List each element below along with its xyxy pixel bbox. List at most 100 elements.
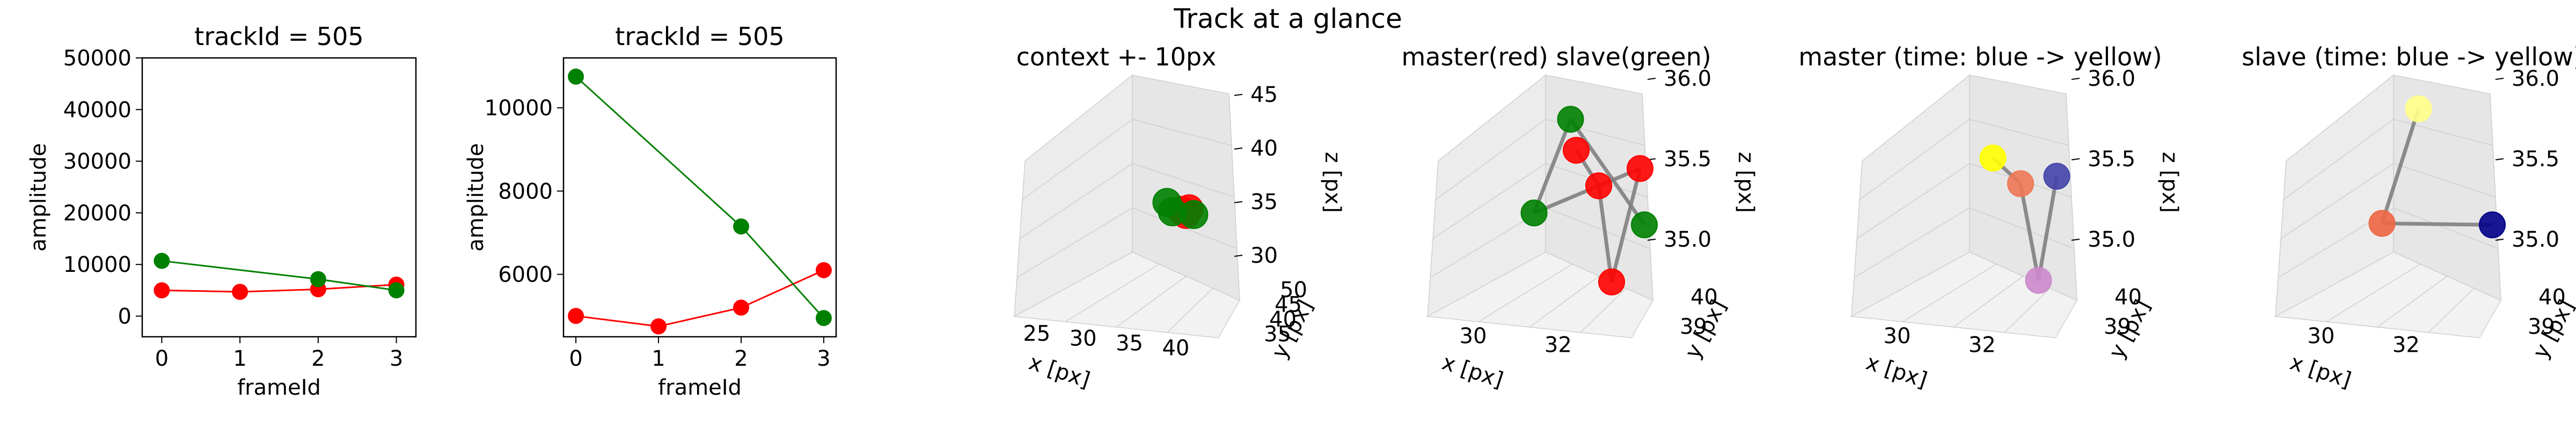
x-tick-label: 30 [1070, 327, 1097, 351]
data-point-red [815, 262, 832, 278]
link-line [1532, 119, 1572, 214]
data-point [2368, 210, 2396, 237]
data-point [1598, 268, 1625, 295]
x-tick-label: 40 [1162, 336, 1189, 361]
x-tick-label: 32 [2392, 333, 2420, 358]
data-point-red [153, 282, 170, 299]
link-line [2018, 183, 2040, 281]
plot-frame [141, 57, 417, 338]
data-point-red [232, 284, 248, 300]
back-pane [1132, 75, 1240, 301]
link-line [1609, 168, 1642, 283]
grid-line [1902, 263, 1997, 322]
panel-title: master (time: blue -> yellow) [1798, 42, 2162, 71]
grid-line [2393, 163, 2496, 198]
z-tick-mark [1234, 255, 1243, 257]
z-tick-mark [1234, 147, 1243, 150]
x-tick-label: 30 [1460, 324, 1487, 349]
z-tick-label: 35.5 [2512, 147, 2559, 172]
grid-line [1478, 263, 1573, 322]
grid-line [2377, 276, 2448, 328]
grid-line [1856, 163, 1970, 239]
z-tick-label: 35.0 [2512, 227, 2559, 252]
data-point-red [650, 318, 667, 335]
z-tick-mark [2071, 78, 2080, 80]
x-tick-label: 3 [390, 346, 403, 371]
y-tick-label: 45 [1275, 292, 1302, 317]
z-tick-mark [1647, 239, 1656, 241]
y-tick-label: 39 [1680, 315, 1707, 339]
back-pane [2393, 75, 2501, 301]
z-tick-label: 30 [1250, 243, 1278, 268]
x-axis-label: frameId [237, 375, 321, 400]
scatter3d-panel-3: master (time: blue -> yellow)30 32x [px]3… [1798, 42, 2182, 393]
data-point [2007, 170, 2034, 197]
data-point-green [310, 271, 326, 287]
data-point-green [153, 253, 170, 269]
link-line [2382, 221, 2493, 227]
x-tick-label: 0 [155, 346, 169, 371]
data-point [2025, 267, 2052, 294]
y-tick-label: 39 [2104, 315, 2131, 339]
plot-frame [562, 57, 837, 338]
y-tick-label: 8000 [498, 179, 553, 204]
y-tick-label: 6000 [498, 263, 553, 287]
data-point [1627, 155, 1653, 182]
data-point-red [733, 299, 749, 316]
y-tick-label: 30000 [63, 150, 131, 174]
y-tick-label: 0 [118, 304, 131, 329]
y-tick-label: 40 [1269, 307, 1297, 332]
amplitude-chart-2: trackId = 505 0 1 2 3 6000 8000 10000 frameId amp… [464, 22, 837, 400]
y-tick-label: 40 [1690, 285, 1718, 310]
z-tick-mark [2495, 158, 2504, 160]
data-point-green [388, 282, 405, 299]
grid-line [1022, 119, 1133, 201]
x-tick-label: 2 [734, 346, 748, 371]
z-tick-mark [2495, 239, 2504, 241]
z-axis-label: z [px] [1733, 152, 1758, 213]
link-line [1569, 118, 1646, 226]
z-tick-label: 35.0 [2088, 227, 2135, 252]
data-point [1179, 200, 1209, 230]
z-tick-mark [1647, 78, 1656, 80]
z-tick-label: 35.5 [1664, 147, 1711, 172]
x-axis-label: frameId [658, 375, 742, 400]
grid-line [1435, 119, 1546, 201]
amplitude-chart-1: trackId = 505 0 1 2 3 0 10000 20000 30000 40000 50… [26, 22, 417, 400]
z-tick-mark [1234, 201, 1243, 203]
grid-line [1545, 207, 1651, 249]
data-point [1585, 172, 1612, 199]
panel-title: master(red) slave(green) [1401, 42, 1711, 71]
series-line-red [162, 284, 397, 293]
x-tick-label: 30 [2308, 324, 2335, 349]
series-line-red [575, 269, 824, 328]
y-tick-label: 50 [1280, 278, 1307, 302]
chart-title: trackId = 505 [615, 22, 784, 51]
grid-line [1953, 276, 2024, 328]
grid-line [1432, 163, 1546, 239]
scatter3d-panel-2: master(red) slave(green)30 32x [px]3940y … [1401, 42, 1758, 393]
data-point-red [568, 308, 584, 324]
scatter3d-panel-4: slave (time: blue -> yellow)30 32x [px]39… [2242, 42, 2576, 393]
z-tick-label: 35.0 [1664, 227, 1711, 252]
y-tick-label: 35 [1264, 322, 1291, 346]
z-tick-label: 36.0 [1664, 66, 1711, 91]
grid-line [1854, 207, 1970, 278]
y-tick-label: 10000 [63, 253, 131, 277]
z-tick-label: 36.0 [2512, 66, 2559, 91]
z-tick-mark [2495, 78, 2504, 80]
data-point [1520, 199, 1548, 227]
z-tick-label: 35 [1250, 190, 1278, 214]
data-point-green [568, 68, 584, 85]
x-tick-label: 32 [1968, 333, 1996, 358]
y-tick-label: 40 [2114, 285, 2142, 310]
link-line [1597, 186, 1614, 283]
y-axis-label: amplitude [464, 143, 488, 252]
z-tick-mark [2071, 158, 2080, 160]
x-tick-label: 32 [1545, 333, 1572, 358]
grid-line [1019, 163, 1133, 239]
grid-line [1132, 119, 1232, 146]
